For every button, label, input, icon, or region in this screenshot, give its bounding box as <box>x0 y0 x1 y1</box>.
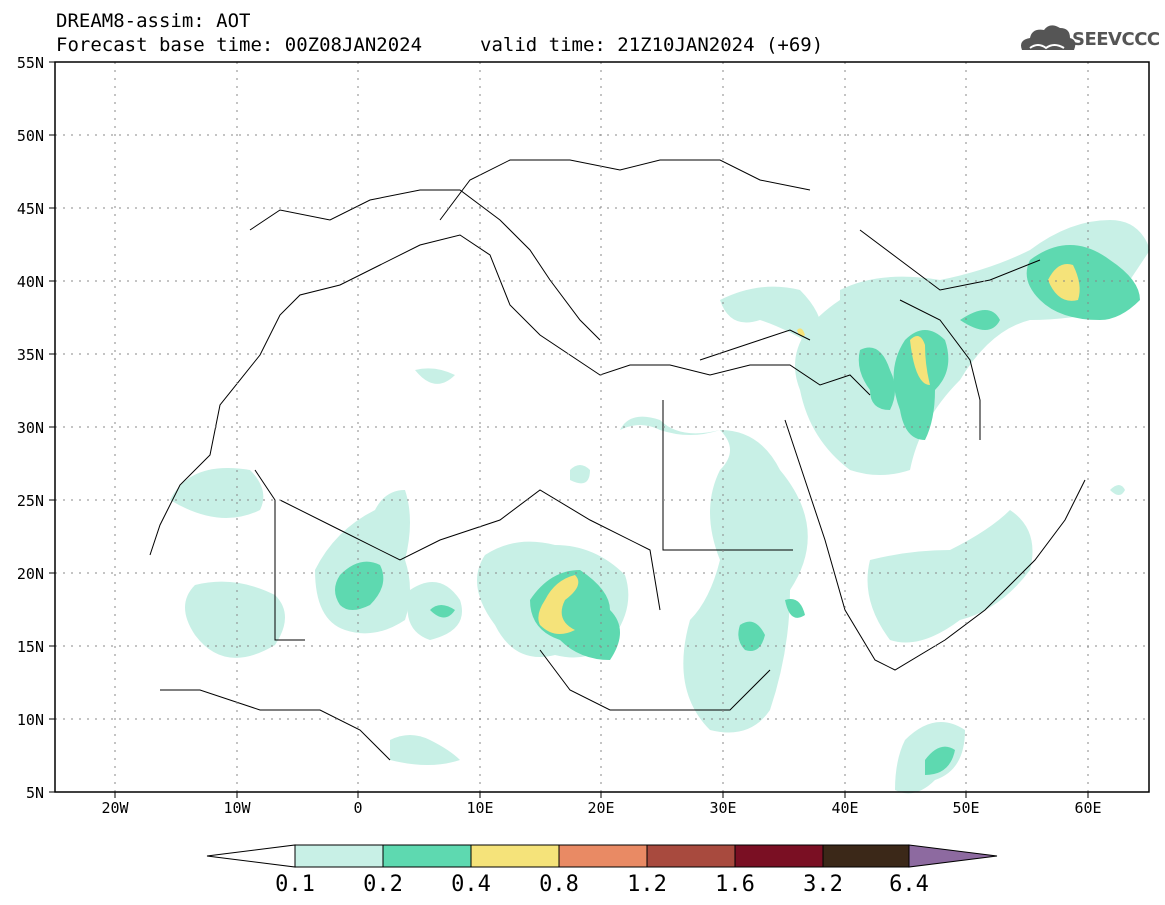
colorbar-cell <box>558 844 648 868</box>
colorbar-label: 0.4 <box>451 872 491 897</box>
lat-label: 55N <box>16 54 44 72</box>
colorbar-cell <box>646 844 736 868</box>
aot-contours <box>170 220 1150 794</box>
lon-label: 10E <box>466 799 494 817</box>
lon-label: 40E <box>831 799 859 817</box>
axis-ticks <box>49 61 1089 798</box>
lat-label: 5N <box>25 784 44 802</box>
lon-label: 60E <box>1074 799 1102 817</box>
colorbar-label: 0.2 <box>363 872 403 897</box>
base-time: Forecast base time: 00Z08JAN2024 <box>56 34 423 56</box>
logo-text: SEEVCCC <box>1072 29 1160 50</box>
lat-label: 30N <box>16 419 44 437</box>
colorbar-label: 1.2 <box>627 872 667 897</box>
lon-label: 50E <box>952 799 980 817</box>
seevccc-cloud-logo-icon <box>1021 25 1076 50</box>
lat-label: 35N <box>16 346 44 364</box>
colorbar-label: 3.2 <box>803 872 843 897</box>
lat-label: 45N <box>16 200 44 218</box>
lat-label: 10N <box>16 711 44 729</box>
colorbar-cell <box>734 844 824 868</box>
colorbar-cell <box>822 844 910 868</box>
lat-label: 25N <box>16 492 44 510</box>
valid-time: valid time: 21Z10JAN2024 (+69) <box>480 34 824 56</box>
colorbar <box>206 844 998 868</box>
lat-label: 40N <box>16 273 44 291</box>
lon-label: 10W <box>223 799 251 817</box>
lat-label: 50N <box>16 127 44 145</box>
colorbar-low-arrow <box>206 844 296 868</box>
colorbar-cell <box>294 844 384 868</box>
colorbar-label: 1.6 <box>715 872 755 897</box>
colorbar-label: 0.8 <box>539 872 579 897</box>
lon-label: 30E <box>709 799 737 817</box>
colorbar-label: 0.1 <box>275 872 315 897</box>
plot-title: DREAM8-assim: AOT <box>56 10 251 32</box>
colorbar-high-arrow <box>908 844 998 868</box>
graticule <box>55 62 1149 792</box>
lat-label: 20N <box>16 565 44 583</box>
colorbar-cell <box>470 844 560 868</box>
lon-label: 20E <box>587 799 615 817</box>
lon-label: 20W <box>101 799 129 817</box>
lon-label: 0 <box>353 799 363 817</box>
coastlines-and-borders <box>149 159 1086 761</box>
colorbar-label: 6.4 <box>889 872 929 897</box>
lat-label: 15N <box>16 638 44 656</box>
colorbar-cell <box>382 844 472 868</box>
